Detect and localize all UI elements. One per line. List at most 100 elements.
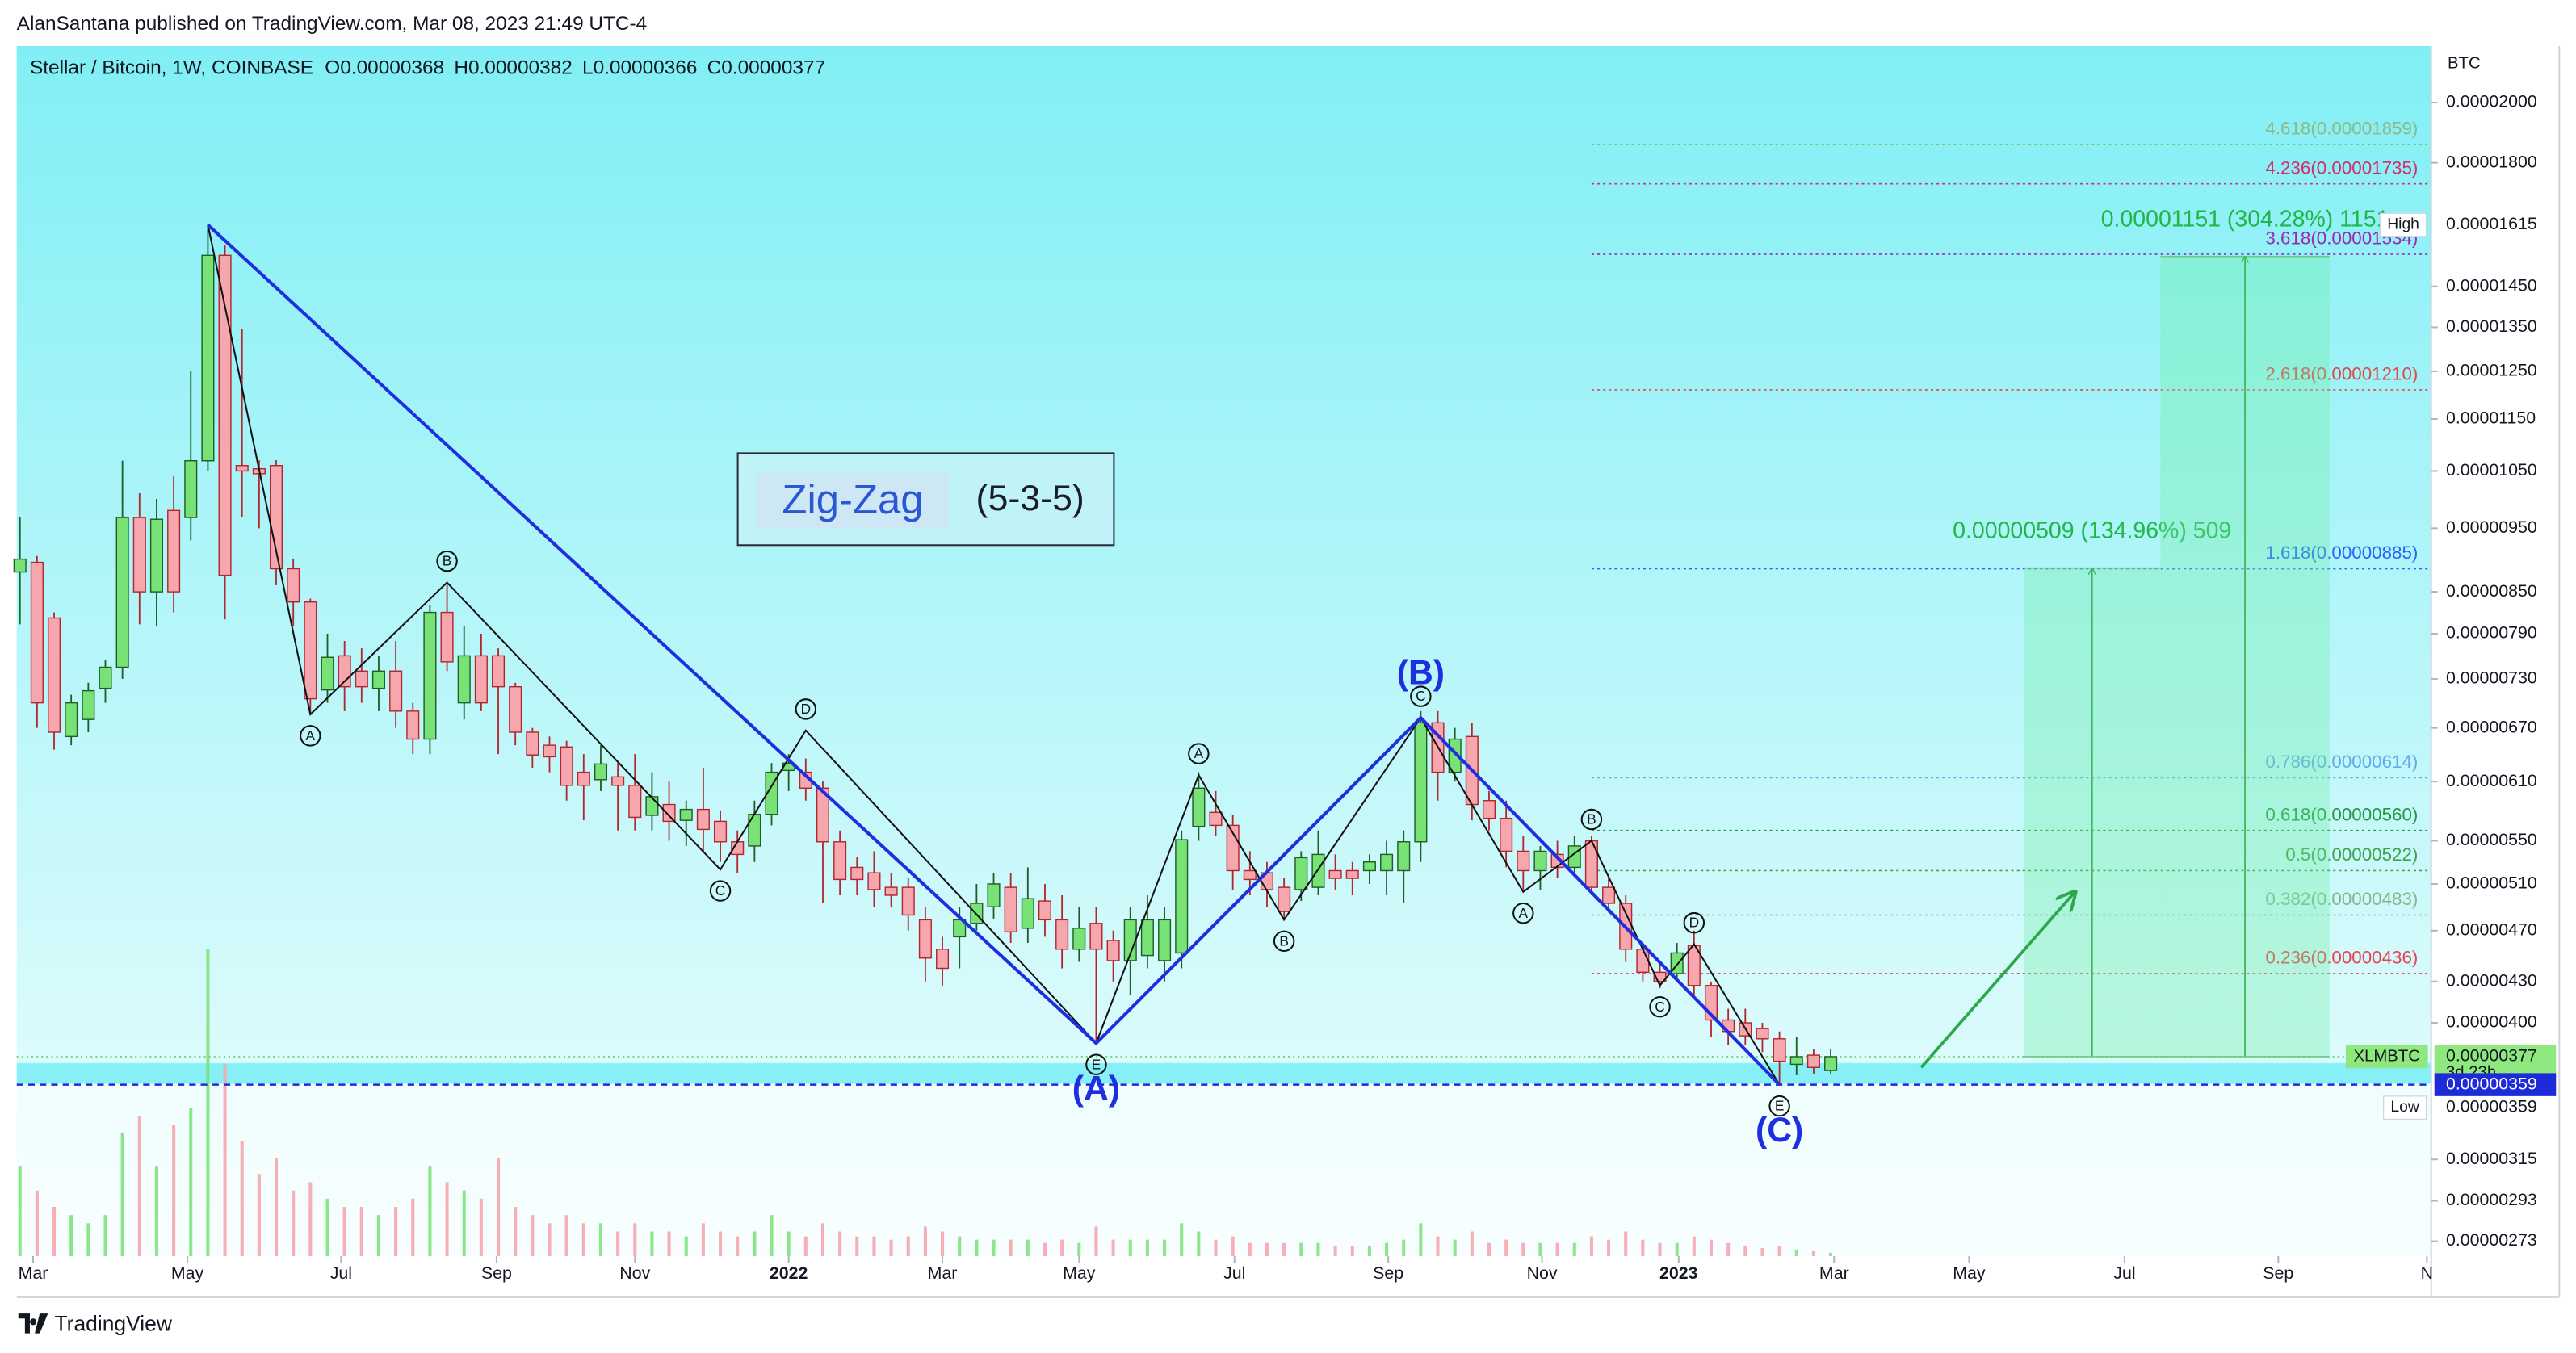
volume-bar [1316, 1242, 1320, 1256]
subwave-label: B [1279, 932, 1289, 949]
candle-body [149, 518, 163, 593]
volume-bar [1538, 1242, 1542, 1256]
candle-body [1294, 857, 1308, 890]
x-tick-label: Sep [2263, 1263, 2293, 1283]
candle-body [321, 656, 334, 691]
textbox-title: Zig-Zag [782, 476, 923, 522]
x-tick-label: Nov [619, 1263, 650, 1283]
volume-bar [564, 1215, 568, 1256]
subwave-line [1095, 717, 1422, 1044]
volume-bar [1726, 1242, 1731, 1256]
wave-label-circle [709, 880, 732, 902]
volume-bar [1692, 1236, 1696, 1256]
candle-body [1089, 923, 1103, 950]
fib-label: 4.618(0.00001859) [2265, 118, 2418, 138]
candle-body [1158, 919, 1172, 961]
volume-bar [1470, 1231, 1474, 1256]
low-tag: Low [2390, 1099, 2419, 1116]
candle-body [406, 710, 420, 740]
candle-body [1414, 722, 1428, 843]
volume-bar [462, 1190, 466, 1256]
volume-bar [154, 1166, 158, 1256]
symbol-title: Stellar / Bitcoin, 1W, COINBASE [30, 57, 313, 79]
volume-layer [18, 949, 1833, 1256]
publish-info: AlanSantana published on TradingView.com… [17, 13, 648, 35]
fib-label: 1.618(0.00000885) [2265, 542, 2418, 563]
x-tick-label: Nov [1527, 1263, 1558, 1283]
volume-bar [18, 1166, 22, 1256]
x-tick-label: Jul [2113, 1263, 2135, 1283]
wave-label-circle [1273, 930, 1295, 953]
candle-body [218, 254, 232, 576]
y-tick-label: 0.00000790 [2446, 623, 2537, 643]
volume-bar [1197, 1231, 1201, 1256]
subwave-label: A [306, 727, 316, 744]
volume-bar [958, 1236, 962, 1256]
volume-bar [1367, 1246, 1371, 1256]
candle-body [65, 702, 78, 738]
y-tick-label: 0.00000670 [2446, 717, 2537, 736]
candle-body [1278, 886, 1291, 912]
candle-body [509, 685, 522, 733]
volume-bar [975, 1239, 979, 1256]
volume-bar [292, 1190, 296, 1256]
legend: Stellar / Bitcoin, 1W, COINBASE O0.000003… [30, 57, 825, 79]
candle-body [543, 744, 556, 758]
y-tick-label: 0.00001150 [2446, 408, 2536, 428]
candle-body [1038, 900, 1052, 921]
candle-body [628, 785, 642, 819]
candle-body [389, 670, 403, 712]
volume-bar [1760, 1247, 1764, 1256]
candle-body [1824, 1056, 1838, 1071]
volume-bar [172, 1125, 176, 1256]
volume-bar [1077, 1242, 1081, 1256]
subwave-label: A [1194, 745, 1204, 761]
volume-bar [1214, 1239, 1218, 1256]
volume-bar [770, 1215, 774, 1256]
x-tick-label: Mar [1819, 1263, 1849, 1283]
volume-bar [1709, 1239, 1714, 1256]
y-tick-label: 0.00000730 [2446, 668, 2537, 688]
y-tick-label: 0.00000400 [2446, 1012, 2537, 1032]
y-tick-label: 0.00000850 [2446, 581, 2537, 601]
wave-label-circle [1512, 902, 1534, 924]
candle-body [440, 611, 454, 663]
low-tag-box [2383, 1095, 2427, 1120]
volume-bar [1060, 1239, 1064, 1256]
candle-body [953, 919, 967, 938]
y-tick-label: 0.00000550 [2446, 830, 2537, 849]
y-tick-label: 0.00000273 [2446, 1230, 2537, 1250]
candle-body [457, 655, 471, 704]
candle-body [611, 776, 625, 786]
candle-body [1533, 850, 1547, 872]
volume-bar [1402, 1239, 1406, 1256]
x-tick-label: May [1953, 1263, 1986, 1283]
volume-bar [240, 1141, 244, 1256]
wave-label: (A) [1072, 1070, 1120, 1108]
y-tick-label: 0.00001350 [2446, 316, 2537, 336]
volume-bar [1555, 1242, 1559, 1256]
candle-body [1055, 919, 1069, 950]
candle-body [1806, 1054, 1820, 1068]
x-tick-label: 2022 [770, 1263, 808, 1283]
candle-body [1653, 971, 1667, 982]
volume-bar [1248, 1242, 1252, 1256]
candle-body [1243, 869, 1257, 881]
volume-bar [992, 1239, 996, 1256]
volume-bar [1794, 1249, 1798, 1256]
candle-body [714, 820, 728, 843]
y-tick-label: 0.00001050 [2446, 460, 2537, 480]
volume-bar [941, 1231, 945, 1256]
zigzag-textbox: Zig-Zag (5-3-5) [736, 452, 1115, 547]
volume-bar [1521, 1242, 1525, 1256]
y-tick-label: 0.00000950 [2446, 517, 2537, 537]
volume-bar [1743, 1246, 1747, 1256]
volume-bar [719, 1231, 723, 1256]
candle-body [287, 568, 300, 603]
candle-body [987, 883, 1001, 907]
candle-body [132, 517, 146, 593]
zigzag-line [207, 223, 1781, 1087]
subwave-label: C [715, 882, 725, 899]
candle-body [167, 509, 181, 593]
